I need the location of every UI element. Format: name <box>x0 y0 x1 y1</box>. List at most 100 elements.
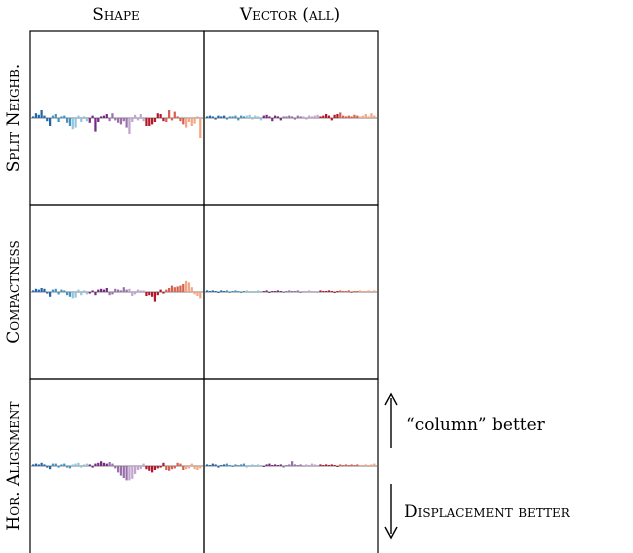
bar-r0-c1-33 <box>299 116 302 118</box>
bar-r0-c1-27 <box>282 116 285 118</box>
bar-r0-c0-8 <box>54 114 57 118</box>
bar-r2-c0-2 <box>37 464 40 466</box>
bar-r2-c1-32 <box>296 465 299 466</box>
bar-r2-c1-45 <box>333 465 336 466</box>
bar-r0-c1-28 <box>285 116 288 118</box>
bar-r1-c1-57 <box>367 290 370 292</box>
bar-r0-c0-43 <box>153 118 157 122</box>
bar-r1-c0-51 <box>176 286 179 292</box>
bar-r1-c0-52 <box>179 285 182 292</box>
bar-r1-c1-38 <box>313 291 316 292</box>
bar-r1-c0-11 <box>63 290 66 292</box>
bar-r0-c1-12 <box>240 115 243 118</box>
bar-r0-c0-4 <box>43 115 46 118</box>
bar-r1-c0-39 <box>142 290 145 292</box>
bar-r0-c1-24 <box>274 115 277 118</box>
bar-r2-c0-19 <box>85 463 89 466</box>
bar-r2-c1-53 <box>356 464 359 466</box>
bar-r1-c0-23 <box>97 289 100 292</box>
bar-r1-c1-30 <box>291 291 294 292</box>
bar-r0-c1-15 <box>248 114 251 118</box>
bar-r1-c0-6 <box>49 292 52 297</box>
bar-r1-c0-44 <box>156 292 159 296</box>
bar-r1-c0-25 <box>102 289 106 292</box>
bar-r0-c0-53 <box>182 118 185 125</box>
bar-r0-c0-5 <box>46 118 49 122</box>
bar-r1-c1-10 <box>234 290 237 292</box>
bar-r1-c0-21 <box>91 290 94 292</box>
bar-r1-c1-16 <box>251 291 254 292</box>
bar-r2-c0-32 <box>122 466 125 478</box>
bar-r1-c1-59 <box>373 290 376 292</box>
bar-r2-c0-45 <box>159 466 162 468</box>
bar-r2-c0-29 <box>114 466 117 469</box>
bar-r1-c1-5 <box>220 290 223 292</box>
bar-r0-c1-58 <box>370 113 373 118</box>
bar-r2-c1-58 <box>370 464 373 466</box>
bar-r1-c1-19 <box>259 291 263 292</box>
bar-r0-c1-34 <box>302 116 305 118</box>
bar-r1-c1-11 <box>237 291 240 292</box>
bar-r1-c0-40 <box>145 292 148 296</box>
bar-r1-c0-56 <box>190 287 193 292</box>
bar-r1-c1-28 <box>285 291 288 292</box>
bar-r0-c0-9 <box>57 118 60 122</box>
up-arrow-icon <box>384 392 398 448</box>
bar-r2-c0-16 <box>77 462 80 466</box>
bar-r2-c1-37 <box>310 463 314 466</box>
bar-r0-c1-37 <box>310 116 314 118</box>
bar-r0-c0-41 <box>148 118 151 126</box>
bar-r0-c0-1 <box>34 113 38 118</box>
bar-r0-c1-56 <box>364 114 367 118</box>
bar-r2-c1-6 <box>223 464 226 466</box>
bar-r1-c1-45 <box>333 292 336 293</box>
bar-r2-c1-41 <box>322 465 325 466</box>
panel-frames <box>29 30 379 553</box>
bar-r0-c0-57 <box>193 118 196 124</box>
bar-r2-c1-50 <box>347 465 350 466</box>
bar-r2-c0-0 <box>32 464 35 466</box>
bar-r1-c1-18 <box>257 290 260 292</box>
bar-r2-c1-36 <box>308 465 311 466</box>
bar-r2-c0-12 <box>66 466 69 468</box>
bar-r0-c1-40 <box>319 116 322 118</box>
bar-r1-c0-42 <box>151 292 154 297</box>
bar-r0-c0-18 <box>83 116 86 118</box>
bar-r1-c1-49 <box>344 291 348 292</box>
bar-r0-c0-52 <box>179 118 182 122</box>
bar-r2-c1-24 <box>274 464 277 466</box>
bar-r2-c0-15 <box>74 463 77 466</box>
bar-r1-c0-33 <box>125 289 128 292</box>
bar-r1-c0-29 <box>114 288 117 292</box>
bar-r2-c0-18 <box>83 464 86 466</box>
bar-r1-c1-51 <box>350 292 353 293</box>
bar-r1-c0-15 <box>74 292 77 298</box>
bar-r0-c1-14 <box>245 115 248 118</box>
bar-r0-c1-30 <box>291 116 294 118</box>
bar-r2-c1-26 <box>279 464 282 466</box>
bar-r0-c1-17 <box>254 115 257 118</box>
bar-r1-c1-21 <box>265 290 268 292</box>
bar-r2-c0-26 <box>105 463 108 466</box>
bar-r2-c0-53 <box>182 466 185 470</box>
bar-r0-c0-24 <box>100 116 103 118</box>
bar-r1-c0-7 <box>51 289 55 292</box>
bar-r2-c1-48 <box>342 465 345 466</box>
bar-r0-c0-46 <box>162 118 165 122</box>
bar-r2-c0-41 <box>148 466 151 471</box>
bar-r0-c1-2 <box>211 116 214 118</box>
bar-r0-c1-35 <box>305 118 308 120</box>
bar-r0-c0-56 <box>190 118 193 126</box>
bar-r0-c0-28 <box>111 113 114 118</box>
bar-r1-c0-55 <box>187 282 191 292</box>
bar-r1-c0-34 <box>128 288 131 292</box>
bar-r1-c1-33 <box>299 292 302 293</box>
bar-r0-c1-10 <box>234 115 237 118</box>
bar-r2-c1-34 <box>302 466 305 467</box>
row-header-compactness: Compactness <box>4 240 24 343</box>
column-header-shape: Shape <box>92 5 140 25</box>
bar-r2-c1-30 <box>291 461 294 466</box>
bar-r2-c1-16 <box>251 464 254 466</box>
bar-r1-c1-14 <box>245 290 248 292</box>
bar-r1-c1-17 <box>254 292 257 293</box>
